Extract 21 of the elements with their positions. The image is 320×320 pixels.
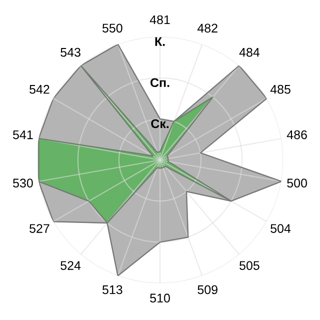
y-tick-label: Ск. [151, 119, 169, 128]
spoke-label: 481 [150, 15, 170, 24]
spoke-label: 543 [60, 48, 80, 57]
spoke-label: 524 [60, 261, 81, 270]
spoke-label: 484 [239, 48, 260, 57]
spoke-label: 530 [13, 178, 33, 188]
spoke-label: 550 [102, 24, 122, 33]
spoke-label: 505 [240, 261, 260, 270]
spoke-label: 513 [102, 285, 122, 294]
spoke-label: 482 [197, 24, 218, 33]
y-tick-label: Сп. [150, 78, 170, 88]
spoke-label: 542 [30, 84, 50, 94]
spoke-label: 510 [150, 294, 170, 303]
spoke-label: 486 [286, 130, 307, 140]
spoke-label: 504 [270, 224, 291, 233]
spoke-label: 509 [198, 285, 218, 294]
spoke-label: 485 [270, 84, 290, 94]
spoke-label: 541 [13, 130, 33, 140]
y-tick-label: К. [155, 37, 165, 46]
spoke-label: 500 [287, 178, 307, 188]
spoke-label: 527 [30, 224, 50, 233]
